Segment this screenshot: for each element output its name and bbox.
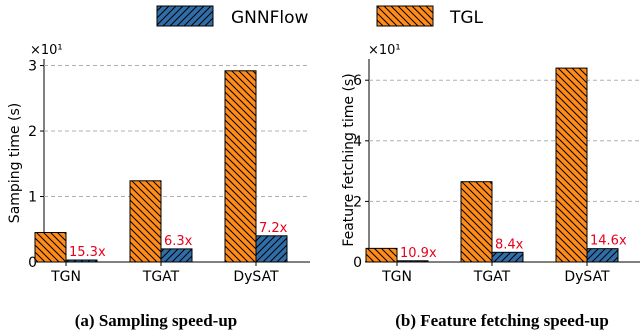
- bar-tgl: [555, 67, 588, 263]
- speedup-label: 15.3x: [69, 245, 106, 260]
- grid-lines: [44, 65, 310, 198]
- y-tick-label: 1: [28, 190, 37, 206]
- bar-gnnflow: [65, 259, 98, 263]
- legend-label-gnnflow: GNNFlow: [231, 8, 309, 28]
- y-tick-label: 6: [353, 73, 362, 89]
- y-tick-label: 3: [28, 59, 37, 75]
- bar-tgl: [224, 70, 257, 263]
- chart-caption: (b) Feature fetching speed-up: [395, 311, 609, 330]
- speedup-label: 14.6x: [590, 234, 627, 249]
- x-tick-label: DySAT: [233, 269, 279, 285]
- speedup-label: 8.4x: [495, 237, 524, 252]
- bar-gnnflow: [491, 251, 524, 263]
- speedup-label: 6.3x: [164, 234, 193, 249]
- axis-multiplier: ×10¹: [368, 43, 401, 58]
- legend-label-tgl: TGL: [449, 8, 484, 28]
- x-ticks: TGN TGAT DySAT: [381, 262, 610, 285]
- y-tick-label: 2: [353, 194, 362, 210]
- y-tick-label: 0: [28, 255, 37, 271]
- speedup-labels: 15.3x 6.3x 7.2x: [69, 221, 288, 260]
- x-tick-label: TGN: [50, 269, 81, 285]
- chart-caption: (a) Sampling speed-up: [75, 311, 237, 330]
- speedup-label: 7.2x: [259, 221, 288, 236]
- grid-lines: [369, 79, 640, 202]
- bar-tgl: [365, 247, 398, 263]
- legend-swatch-gnnflow: [156, 5, 214, 27]
- bar-gnnflow: [160, 248, 193, 263]
- bar-tgl: [460, 181, 493, 263]
- x-tick-label: TGN: [381, 269, 412, 285]
- y-axis-label: Feature fetching time (s): [341, 73, 357, 246]
- x-ticks: TGN TGAT DySAT: [50, 262, 279, 285]
- x-tick-label: TGAT: [142, 269, 180, 285]
- y-tick-label: 4: [353, 134, 362, 150]
- y-tick-label: 2: [28, 124, 37, 140]
- legend: GNNFlow TGL: [156, 5, 484, 28]
- speedup-label: 10.9x: [400, 246, 437, 261]
- x-tick-label: DySAT: [564, 269, 610, 285]
- bar-tgl: [34, 232, 67, 263]
- bars: [365, 67, 619, 263]
- bar-tgl: [129, 180, 162, 263]
- x-tick-label: TGAT: [473, 269, 511, 285]
- bars: [34, 70, 288, 263]
- speedup-labels: 10.9x 8.4x 14.6x: [400, 234, 627, 261]
- y-axis-label: Samping time (s): [7, 103, 23, 223]
- bar-gnnflow: [586, 248, 619, 263]
- bar-gnnflow: [396, 260, 429, 263]
- y-tick-label: 0: [353, 255, 362, 271]
- legend-swatch-tgl: [376, 5, 434, 27]
- sampling-chart: 0 1 2 3 TGN TGAT DySAT 15.3x 6.3x 7.2x ×10¹ Sam…: [7, 43, 310, 330]
- feature-fetching-chart: 0 2 4 6 TGN TGAT DySAT 10.9x 8.4x 14.6x ×10¹ Fe…: [341, 43, 640, 330]
- axis-multiplier: ×10¹: [30, 43, 63, 58]
- bar-gnnflow: [255, 235, 288, 263]
